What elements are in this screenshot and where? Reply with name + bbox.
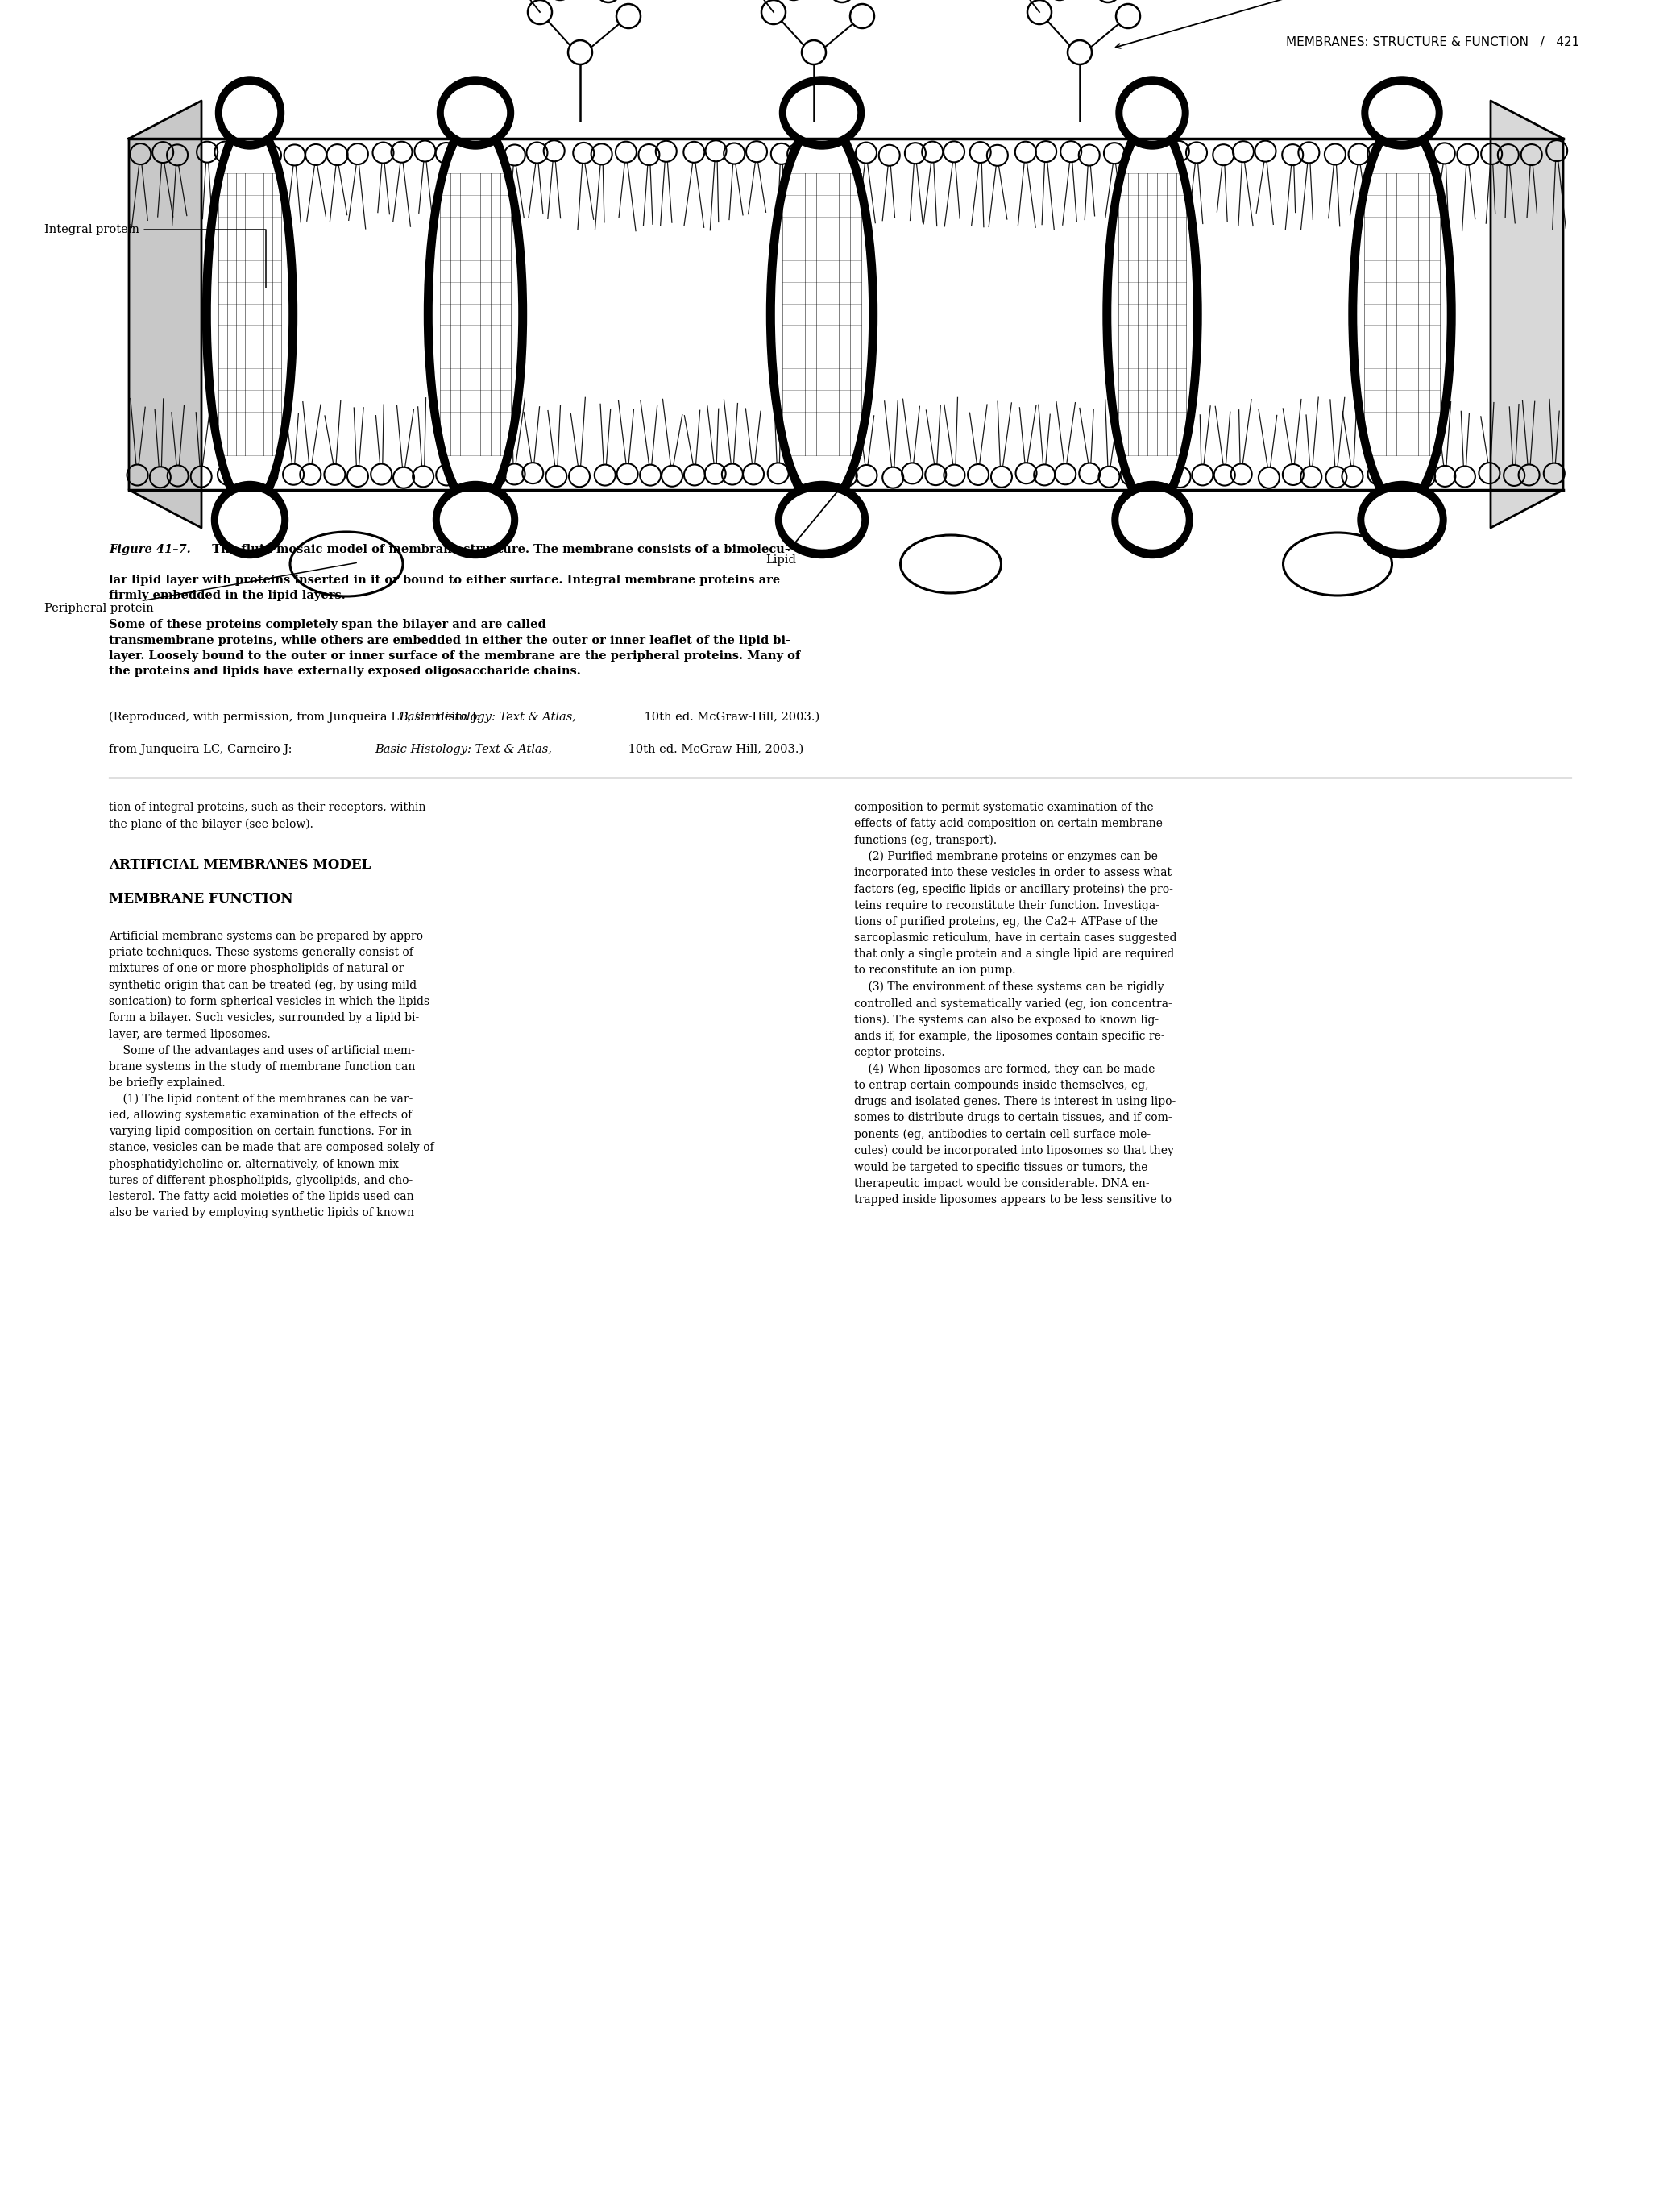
Ellipse shape xyxy=(786,86,857,139)
Text: 10th ed. McGraw-Hill, 2003.): 10th ed. McGraw-Hill, 2003.) xyxy=(640,712,820,723)
Ellipse shape xyxy=(203,115,297,513)
Text: MEMBRANE FUNCTION: MEMBRANE FUNCTION xyxy=(109,891,292,905)
Ellipse shape xyxy=(1369,86,1435,139)
Text: 10th ed. McGraw-Hill, 2003.): 10th ed. McGraw-Hill, 2003.) xyxy=(625,743,803,754)
Circle shape xyxy=(568,40,593,64)
Text: MEMBRANES: STRUCTURE & FUNCTION   /   421: MEMBRANES: STRUCTURE & FUNCTION / 421 xyxy=(1285,35,1579,49)
Ellipse shape xyxy=(425,115,526,513)
Ellipse shape xyxy=(440,491,511,549)
Text: lar lipid layer with proteins inserted in it or bound to either surface. Integra: lar lipid layer with proteins inserted i… xyxy=(109,575,780,602)
Text: tion of integral proteins, such as their receptors, within
the plane of the bila: tion of integral proteins, such as their… xyxy=(109,801,425,830)
Circle shape xyxy=(1067,40,1092,64)
Ellipse shape xyxy=(1112,482,1193,557)
Circle shape xyxy=(1028,0,1052,24)
Ellipse shape xyxy=(776,482,869,557)
Ellipse shape xyxy=(776,128,869,500)
Ellipse shape xyxy=(1112,128,1193,500)
Ellipse shape xyxy=(433,128,517,500)
Ellipse shape xyxy=(437,77,514,148)
Ellipse shape xyxy=(212,128,287,500)
Text: Peripheral protein: Peripheral protein xyxy=(44,562,356,615)
Text: Some of these proteins completely span the bilayer and are called
transmembrane : Some of these proteins completely span t… xyxy=(109,619,800,677)
Text: (Reproduced, with permission, from Junqueira LC, Carneiro J:: (Reproduced, with permission, from Junqu… xyxy=(109,712,484,723)
Text: Figure 41–7.: Figure 41–7. xyxy=(109,544,192,555)
Circle shape xyxy=(761,0,786,24)
Circle shape xyxy=(596,0,620,2)
Polygon shape xyxy=(129,102,202,529)
Text: composition to permit systematic examination of the
effects of fatty acid compos: composition to permit systematic examina… xyxy=(853,801,1176,1206)
Text: from Junqueira LC, Carneiro J:: from Junqueira LC, Carneiro J: xyxy=(109,743,296,754)
Ellipse shape xyxy=(780,77,864,148)
Ellipse shape xyxy=(1124,86,1181,139)
Ellipse shape xyxy=(215,77,284,148)
Ellipse shape xyxy=(223,86,277,139)
Text: Integral protein: Integral protein xyxy=(44,223,265,288)
Circle shape xyxy=(528,0,553,24)
Ellipse shape xyxy=(218,491,281,549)
Ellipse shape xyxy=(1362,77,1443,148)
Ellipse shape xyxy=(433,482,517,557)
Circle shape xyxy=(1116,4,1141,29)
Ellipse shape xyxy=(1116,77,1188,148)
Text: Basic Histology: Text & Atlas,: Basic Histology: Text & Atlas, xyxy=(375,743,551,754)
Text: Artificial membrane systems can be prepared by appro-
priate techniques. These s: Artificial membrane systems can be prepa… xyxy=(109,931,433,1219)
Ellipse shape xyxy=(1104,115,1201,513)
Ellipse shape xyxy=(766,115,877,513)
Polygon shape xyxy=(1490,102,1562,529)
Text: Carbohydrate chains: Carbohydrate chains xyxy=(1116,0,1398,49)
Ellipse shape xyxy=(1119,491,1186,549)
Ellipse shape xyxy=(783,491,860,549)
Circle shape xyxy=(830,0,853,2)
Circle shape xyxy=(850,4,874,29)
Ellipse shape xyxy=(212,482,287,557)
Text: The fluid mosaic model of membrane structure. The membrane consists of a bimolec: The fluid mosaic model of membrane struc… xyxy=(203,544,790,555)
Circle shape xyxy=(1095,0,1121,2)
Text: Lipid: Lipid xyxy=(766,473,852,566)
Ellipse shape xyxy=(1357,128,1446,500)
Text: Basic Histology: Text & Atlas,: Basic Histology: Text & Atlas, xyxy=(398,712,576,723)
Ellipse shape xyxy=(445,86,506,139)
Circle shape xyxy=(617,4,640,29)
Circle shape xyxy=(801,40,827,64)
Text: ARTIFICIAL MEMBRANES MODEL: ARTIFICIAL MEMBRANES MODEL xyxy=(109,858,371,872)
Ellipse shape xyxy=(1349,115,1455,513)
Ellipse shape xyxy=(1357,482,1446,557)
Ellipse shape xyxy=(1364,491,1440,549)
